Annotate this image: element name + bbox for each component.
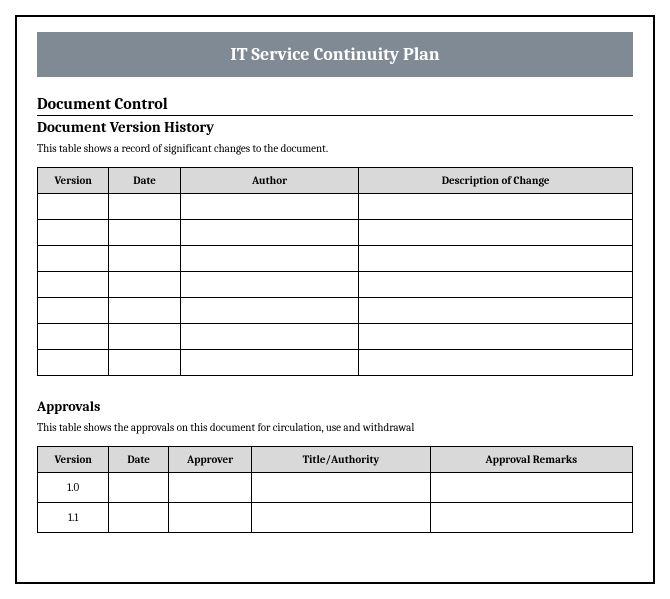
table-header-row: Version Date Approver Title/Authority Ap… — [38, 447, 633, 473]
table-cell — [430, 473, 632, 503]
table-cell — [252, 473, 431, 503]
table-header: Version — [38, 447, 109, 473]
table-row: 1.1 — [38, 503, 633, 533]
table-cell — [359, 272, 633, 298]
table-row — [38, 324, 633, 350]
table-header: Date — [109, 168, 180, 194]
table-cell: 1.0 — [38, 473, 109, 503]
table-row — [38, 246, 633, 272]
table-cell — [180, 298, 359, 324]
table-cell — [168, 473, 251, 503]
table-cell — [38, 324, 109, 350]
approvals-description: This table shows the approvals on this d… — [37, 421, 633, 434]
table-header: Author — [180, 168, 359, 194]
table-cell — [430, 503, 632, 533]
table-header: Approver — [168, 447, 251, 473]
table-cell — [180, 272, 359, 298]
table-header: Approval Remarks — [430, 447, 632, 473]
table-cell — [359, 324, 633, 350]
table-cell — [359, 220, 633, 246]
table-row: 1.0 — [38, 473, 633, 503]
table-cell — [38, 350, 109, 376]
table-cell — [109, 298, 180, 324]
table-header: Description of Change — [359, 168, 633, 194]
version-history-table: Version Date Author Description of Chang… — [37, 167, 633, 376]
table-cell — [180, 194, 359, 220]
table-cell — [359, 350, 633, 376]
table-cell — [109, 246, 180, 272]
table-cell: 1.1 — [38, 503, 109, 533]
table-cell — [359, 246, 633, 272]
table-row — [38, 272, 633, 298]
table-cell — [109, 194, 180, 220]
table-cell — [109, 272, 180, 298]
table-header: Version — [38, 168, 109, 194]
version-history-description: This table shows a record of significant… — [37, 142, 633, 155]
table-cell — [109, 473, 169, 503]
document-page: IT Service Continuity Plan Document Cont… — [15, 15, 655, 584]
document-control-heading: Document Control — [37, 95, 633, 116]
table-cell — [38, 246, 109, 272]
table-row — [38, 350, 633, 376]
table-header: Title/Authority — [252, 447, 431, 473]
approvals-table: Version Date Approver Title/Authority Ap… — [37, 446, 633, 533]
table-cell — [109, 503, 169, 533]
table-cell — [38, 298, 109, 324]
table-row — [38, 220, 633, 246]
table-header: Date — [109, 447, 169, 473]
table-cell — [38, 194, 109, 220]
table-cell — [180, 324, 359, 350]
table-cell — [180, 220, 359, 246]
approvals-heading: Approvals — [37, 398, 633, 415]
table-cell — [180, 246, 359, 272]
table-cell — [38, 220, 109, 246]
table-header-row: Version Date Author Description of Chang… — [38, 168, 633, 194]
table-row — [38, 194, 633, 220]
table-cell — [359, 194, 633, 220]
table-cell — [252, 503, 431, 533]
version-history-heading: Document Version History — [37, 118, 633, 136]
table-cell — [109, 324, 180, 350]
table-cell — [38, 272, 109, 298]
title-banner: IT Service Continuity Plan — [37, 32, 633, 77]
table-cell — [359, 298, 633, 324]
title-text: IT Service Continuity Plan — [230, 44, 439, 65]
table-cell — [109, 220, 180, 246]
table-cell — [180, 350, 359, 376]
table-cell — [109, 350, 180, 376]
table-row — [38, 298, 633, 324]
table-cell — [168, 503, 251, 533]
